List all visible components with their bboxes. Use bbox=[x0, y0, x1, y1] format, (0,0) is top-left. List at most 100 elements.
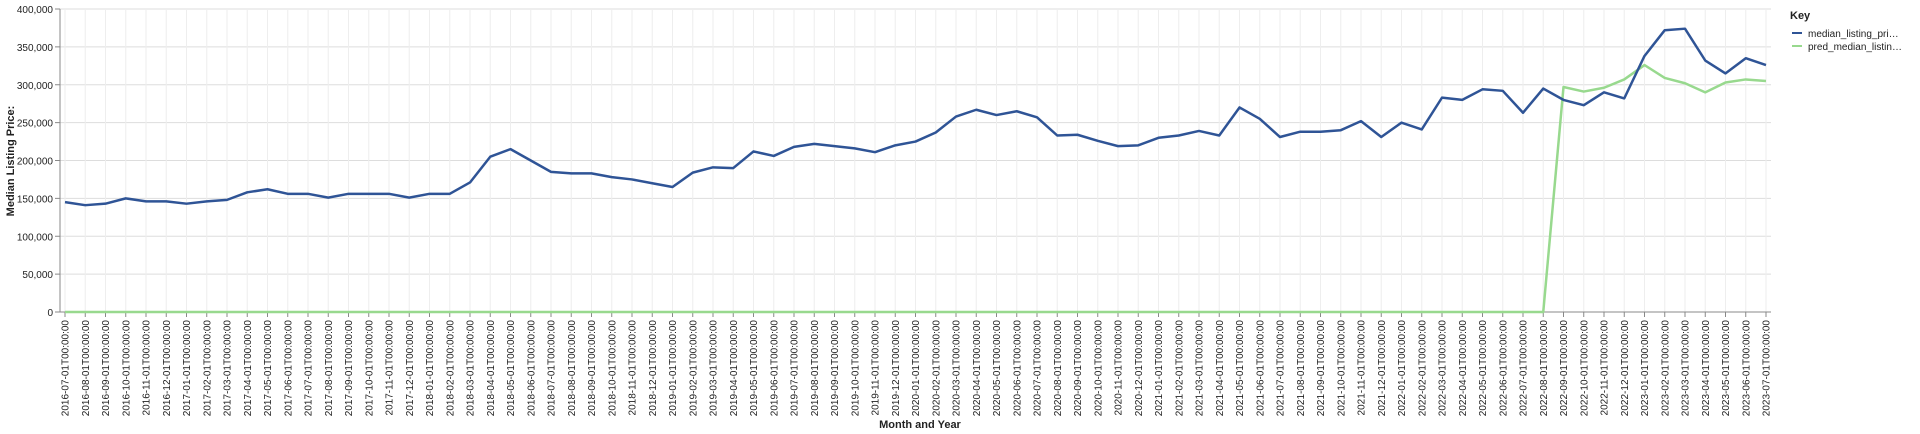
x-tick-label: 2021-05-01T00:00:00 bbox=[1235, 320, 1246, 417]
y-tick-label: 250,000 bbox=[17, 119, 54, 130]
x-axis: 2016-07-01T00:00:00 2016-08-01T00:00:00 20… bbox=[60, 311, 1773, 417]
x-tick-label: 2023-05-01T00:00:00 bbox=[1721, 320, 1732, 417]
x-tick-label: 2023-03-01T00:00:00 bbox=[1681, 320, 1692, 417]
x-tick-label: 2019-12-01T00:00:00 bbox=[891, 320, 902, 417]
legend: Key median_listing_pri… pred_median_listi… bbox=[1790, 10, 1902, 53]
x-tick-label: 2017-01-01T00:00:00 bbox=[182, 320, 193, 417]
x-tick-label: 2023-06-01T00:00:00 bbox=[1741, 320, 1752, 417]
x-tick-label: 2020-01-01T00:00:00 bbox=[911, 320, 922, 417]
x-tick-label: 2016-08-01T00:00:00 bbox=[81, 320, 92, 417]
x-tick-label: 2022-02-01T00:00:00 bbox=[1417, 320, 1428, 417]
x-tick-label: 2022-04-01T00:00:00 bbox=[1458, 320, 1469, 417]
x-tick-label: 2019-01-01T00:00:00 bbox=[668, 320, 679, 417]
x-tick-label: 2018-05-01T00:00:00 bbox=[506, 320, 517, 417]
x-tick-label: 2018-11-01T00:00:00 bbox=[628, 320, 639, 416]
x-tick-label: 2019-03-01T00:00:00 bbox=[709, 320, 720, 417]
x-tick-label: 2017-11-01T00:00:00 bbox=[385, 320, 396, 416]
x-tick-label: 2018-07-01T00:00:00 bbox=[547, 320, 558, 417]
x-tick-label: 2020-10-01T00:00:00 bbox=[1093, 320, 1104, 417]
x-tick-label: 2019-10-01T00:00:00 bbox=[850, 320, 861, 417]
x-axis-title: Month and Year bbox=[879, 419, 961, 431]
x-tick-label: 2020-07-01T00:00:00 bbox=[1033, 320, 1044, 417]
series-lines bbox=[64, 27, 1767, 314]
x-tick-label: 2021-08-01T00:00:00 bbox=[1296, 320, 1307, 417]
x-tick-label: 2022-06-01T00:00:00 bbox=[1498, 320, 1509, 417]
x-tick-label: 2022-10-01T00:00:00 bbox=[1579, 320, 1590, 417]
y-tick-label: 50,000 bbox=[22, 270, 53, 281]
y-tick-label: 400,000 bbox=[17, 5, 54, 16]
series-line-median-listing-price bbox=[64, 27, 1767, 207]
x-tick-label: 2020-04-01T00:00:00 bbox=[972, 320, 983, 417]
x-tick-label: 2018-08-01T00:00:00 bbox=[567, 320, 578, 417]
series-line-pred-median-listing-price bbox=[65, 63, 1767, 314]
y-tick-label: 350,000 bbox=[17, 43, 54, 54]
x-tick-label: 2022-12-01T00:00:00 bbox=[1620, 320, 1631, 417]
y-axis-title: Median Listing Price: bbox=[5, 106, 17, 217]
x-tick-label: 2019-02-01T00:00:00 bbox=[688, 320, 699, 417]
x-tick-label: 2020-02-01T00:00:00 bbox=[931, 320, 942, 417]
x-tick-label: 2017-09-01T00:00:00 bbox=[344, 320, 355, 417]
x-tick-label: 2018-03-01T00:00:00 bbox=[466, 320, 477, 417]
x-tick-label: 2017-08-01T00:00:00 bbox=[324, 320, 335, 417]
x-tick-label: 2016-10-01T00:00:00 bbox=[121, 320, 132, 417]
legend-label: median_listing_pri… bbox=[1808, 29, 1899, 40]
x-tick-label: 2021-01-01T00:00:00 bbox=[1154, 320, 1165, 417]
x-tick-label: 2021-12-01T00:00:00 bbox=[1377, 320, 1388, 417]
gridlines bbox=[60, 8, 1771, 313]
x-tick-label: 2017-04-01T00:00:00 bbox=[243, 320, 254, 417]
x-tick-label: 2019-08-01T00:00:00 bbox=[810, 320, 821, 417]
x-tick-label: 2018-01-01T00:00:00 bbox=[425, 320, 436, 417]
x-tick-label: 2021-07-01T00:00:00 bbox=[1276, 320, 1287, 417]
x-tick-label: 2018-04-01T00:00:00 bbox=[486, 320, 497, 417]
x-tick-label: 2021-02-01T00:00:00 bbox=[1174, 320, 1185, 417]
x-tick-label: 2016-12-01T00:00:00 bbox=[162, 320, 173, 417]
x-tick-label: 2019-07-01T00:00:00 bbox=[790, 320, 801, 417]
x-tick-label: 2019-05-01T00:00:00 bbox=[749, 320, 760, 417]
y-axis: 0 50,000 100,000 150,000 200,000 250,000 300,0… bbox=[17, 5, 61, 319]
x-tick-label: 2019-04-01T00:00:00 bbox=[729, 320, 740, 417]
x-tick-label: 2017-07-01T00:00:00 bbox=[304, 320, 315, 417]
x-tick-label: 2017-06-01T00:00:00 bbox=[283, 320, 294, 417]
x-tick-label: 2022-08-01T00:00:00 bbox=[1539, 320, 1550, 417]
x-tick-label: 2017-02-01T00:00:00 bbox=[202, 320, 213, 417]
y-tick-label: 300,000 bbox=[17, 81, 54, 92]
x-tick-label: 2020-12-01T00:00:00 bbox=[1134, 320, 1145, 417]
x-tick-label: 2021-11-01T00:00:00 bbox=[1357, 320, 1368, 416]
x-tick-label: 2021-09-01T00:00:00 bbox=[1316, 320, 1327, 417]
y-tick-label: 200,000 bbox=[17, 157, 54, 168]
x-tick-label: 2016-11-01T00:00:00 bbox=[142, 320, 153, 416]
x-tick-label: 2019-09-01T00:00:00 bbox=[830, 320, 841, 417]
x-tick-label: 2018-12-01T00:00:00 bbox=[648, 320, 659, 417]
x-tick-label: 2021-10-01T00:00:00 bbox=[1336, 320, 1347, 417]
x-tick-label: 2018-10-01T00:00:00 bbox=[607, 320, 618, 417]
y-tick-label: 150,000 bbox=[17, 194, 54, 205]
x-tick-label: 2016-07-01T00:00:00 bbox=[61, 320, 72, 417]
x-tick-label: 2017-03-01T00:00:00 bbox=[223, 320, 234, 417]
x-tick-label: 2019-11-01T00:00:00 bbox=[871, 320, 882, 416]
x-tick-label: 2020-06-01T00:00:00 bbox=[1012, 320, 1023, 417]
x-tick-label: 2022-05-01T00:00:00 bbox=[1478, 320, 1489, 417]
x-tick-label: 2023-01-01T00:00:00 bbox=[1640, 320, 1651, 417]
x-tick-label: 2018-09-01T00:00:00 bbox=[587, 320, 598, 417]
x-tick-label: 2016-09-01T00:00:00 bbox=[101, 320, 112, 417]
x-tick-label: 2022-09-01T00:00:00 bbox=[1559, 320, 1570, 417]
x-tick-label: 2023-04-01T00:00:00 bbox=[1701, 320, 1712, 417]
legend-title: Key bbox=[1790, 10, 1811, 22]
x-tick-label: 2021-06-01T00:00:00 bbox=[1255, 320, 1266, 417]
x-tick-label: 2023-02-01T00:00:00 bbox=[1660, 320, 1671, 417]
x-tick-label: 2017-10-01T00:00:00 bbox=[364, 320, 375, 417]
x-tick-label: 2020-11-01T00:00:00 bbox=[1114, 320, 1125, 416]
x-tick-label: 2022-03-01T00:00:00 bbox=[1438, 320, 1449, 417]
x-tick-label: 2023-07-01T00:00:00 bbox=[1762, 320, 1773, 417]
y-tick-label: 0 bbox=[47, 308, 53, 319]
x-tick-label: 2022-07-01T00:00:00 bbox=[1519, 320, 1530, 417]
x-tick-label: 2020-09-01T00:00:00 bbox=[1073, 320, 1084, 417]
x-tick-label: 2020-05-01T00:00:00 bbox=[992, 320, 1003, 417]
x-tick-label: 2017-05-01T00:00:00 bbox=[263, 320, 274, 417]
x-tick-label: 2019-06-01T00:00:00 bbox=[769, 320, 780, 417]
x-tick-label: 2021-04-01T00:00:00 bbox=[1215, 320, 1226, 417]
x-tick-label: 2017-12-01T00:00:00 bbox=[405, 320, 416, 417]
x-tick-label: 2022-11-01T00:00:00 bbox=[1600, 320, 1611, 416]
x-tick-label: 2018-06-01T00:00:00 bbox=[526, 320, 537, 417]
